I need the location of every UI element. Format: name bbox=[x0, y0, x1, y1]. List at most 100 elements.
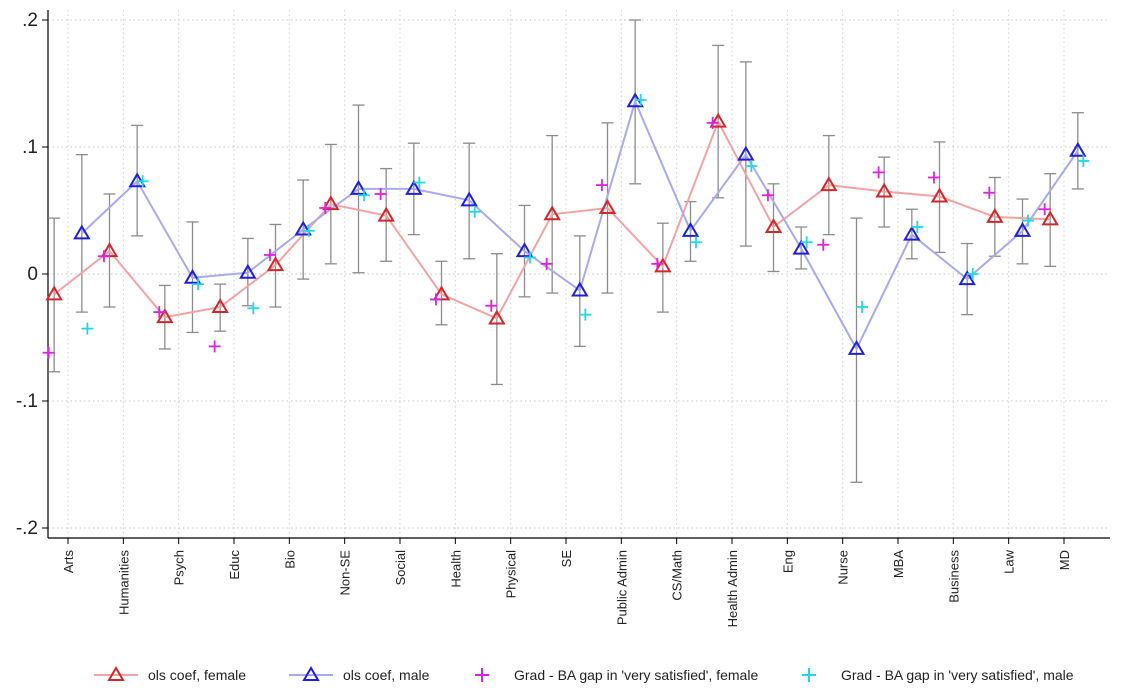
series-line bbox=[53, 119, 1051, 320]
y-tick-label: .1 bbox=[22, 137, 38, 158]
grid-layer bbox=[48, 10, 1110, 538]
axis-layer: .2 .1 0 -.1 -.2 Arts Humanities Psych Educ Bio Non… bbox=[16, 10, 1110, 627]
plus-marker bbox=[192, 278, 205, 291]
triangle-marker bbox=[156, 308, 174, 324]
x-tick-label: CS/Math bbox=[670, 550, 685, 601]
triangle-marker bbox=[405, 179, 423, 195]
y-tick-label: -.1 bbox=[16, 391, 38, 412]
triangle-marker bbox=[322, 195, 340, 211]
triangle-marker bbox=[903, 225, 921, 241]
x-tick-label: MD bbox=[1057, 550, 1072, 570]
triangle-marker bbox=[986, 207, 1004, 223]
legend-key-male-gap bbox=[802, 668, 816, 682]
x-tick-label: Public Admin bbox=[614, 550, 629, 625]
legend-key-female-gap bbox=[475, 668, 489, 682]
plus-marker bbox=[136, 175, 149, 188]
ci-layer bbox=[48, 19, 1084, 483]
x-tick-label: Business bbox=[946, 550, 961, 603]
plus-marker bbox=[1077, 154, 1090, 167]
triangle-marker bbox=[488, 309, 506, 325]
triangle-marker bbox=[377, 206, 395, 222]
x-tick-label: Non-SE bbox=[338, 550, 353, 596]
plus-marker bbox=[856, 301, 869, 314]
chart: .2 .1 0 -.1 -.2 Arts Humanities Psych Educ Bio Non… bbox=[16, 10, 1110, 627]
series-line bbox=[81, 98, 1079, 352]
triangle-marker bbox=[460, 191, 478, 207]
triangle-marker bbox=[820, 176, 838, 192]
triangle-marker bbox=[183, 268, 202, 284]
triangle-marker bbox=[211, 298, 229, 314]
plus-marker bbox=[872, 166, 885, 179]
triangle-marker bbox=[681, 221, 700, 237]
plus-marker bbox=[485, 299, 498, 312]
plus-marker bbox=[983, 186, 996, 199]
plus-marker bbox=[651, 257, 664, 270]
plus-marker bbox=[247, 302, 260, 315]
triangle-marker bbox=[266, 256, 285, 272]
legend-label-female-gap: Grad - BA gap in 'very satisfied', femal… bbox=[514, 667, 759, 683]
triangle-marker bbox=[571, 281, 589, 297]
plus-marker bbox=[540, 257, 553, 270]
plus-marker bbox=[97, 250, 110, 263]
x-tick-label: MBA bbox=[891, 550, 906, 579]
triangle-marker bbox=[128, 172, 146, 188]
triangle-marker bbox=[875, 182, 893, 198]
plus-marker bbox=[1038, 203, 1051, 216]
triangle-marker bbox=[598, 198, 617, 214]
plus-marker bbox=[706, 116, 719, 129]
triangle-marker bbox=[764, 218, 783, 234]
x-tick-label: Nurse bbox=[836, 550, 851, 585]
plus-marker bbox=[81, 322, 94, 335]
legend-label-female-coef: ols coef, female bbox=[148, 667, 247, 683]
triangle-marker bbox=[515, 242, 534, 258]
y-tick-label: 0 bbox=[27, 264, 38, 285]
triangle-marker bbox=[709, 112, 727, 128]
plus-marker bbox=[579, 308, 592, 321]
plus-marker bbox=[374, 187, 387, 200]
triangle-marker bbox=[847, 339, 866, 355]
plus-marker bbox=[429, 293, 442, 306]
marker-layer bbox=[42, 92, 1090, 359]
legend-key-male-coef bbox=[289, 666, 333, 681]
triangle-marker bbox=[1041, 210, 1059, 226]
triangle-marker bbox=[930, 187, 949, 203]
legend-item-female-coef: ols coef, female bbox=[92, 660, 246, 690]
plus-marker bbox=[1022, 214, 1035, 227]
triangle-marker bbox=[792, 239, 810, 255]
line-layer bbox=[53, 98, 1079, 352]
legend-label-male-coef: ols coef, male bbox=[343, 667, 430, 683]
legend-item-male-coef: ols coef, male bbox=[287, 660, 429, 690]
plus-marker bbox=[153, 306, 166, 319]
legend-key-female-coef bbox=[94, 666, 138, 681]
plus-marker bbox=[634, 94, 647, 107]
x-tick-label: Health bbox=[448, 550, 463, 588]
x-tick-label: Educ bbox=[227, 550, 242, 580]
plus-marker bbox=[761, 189, 774, 202]
triangle-marker bbox=[239, 263, 257, 279]
x-tick-label: Health Admin bbox=[725, 550, 740, 627]
triangle-marker bbox=[294, 220, 312, 236]
legend-item-male-gap: Grad - BA gap in 'very satisfied', male bbox=[785, 660, 1074, 690]
plus-marker bbox=[42, 346, 55, 359]
legend-item-female-gap: Grad - BA gap in 'very satisfied', femal… bbox=[458, 660, 758, 690]
plus-marker bbox=[595, 179, 608, 192]
triangle-marker bbox=[349, 179, 368, 195]
x-tick-label: Physical bbox=[504, 550, 519, 599]
x-tick-label: Bio bbox=[282, 550, 297, 569]
plus-marker bbox=[524, 251, 537, 264]
triangle-marker bbox=[737, 145, 755, 161]
x-tick-label: Eng bbox=[780, 550, 795, 573]
plus-marker bbox=[302, 224, 315, 237]
plus-marker bbox=[413, 176, 426, 189]
x-tick-label: SE bbox=[559, 550, 574, 568]
y-tick-label: -.2 bbox=[16, 518, 38, 539]
plus-marker bbox=[468, 205, 481, 218]
triangle-marker bbox=[1013, 221, 1032, 237]
plus-marker bbox=[319, 201, 332, 214]
y-tick-label: .2 bbox=[22, 10, 38, 31]
triangle-marker bbox=[45, 285, 63, 301]
plus-marker bbox=[263, 248, 276, 261]
triangle-marker bbox=[654, 257, 672, 273]
triangle-marker bbox=[1069, 141, 1087, 157]
triangle-marker bbox=[958, 270, 976, 286]
